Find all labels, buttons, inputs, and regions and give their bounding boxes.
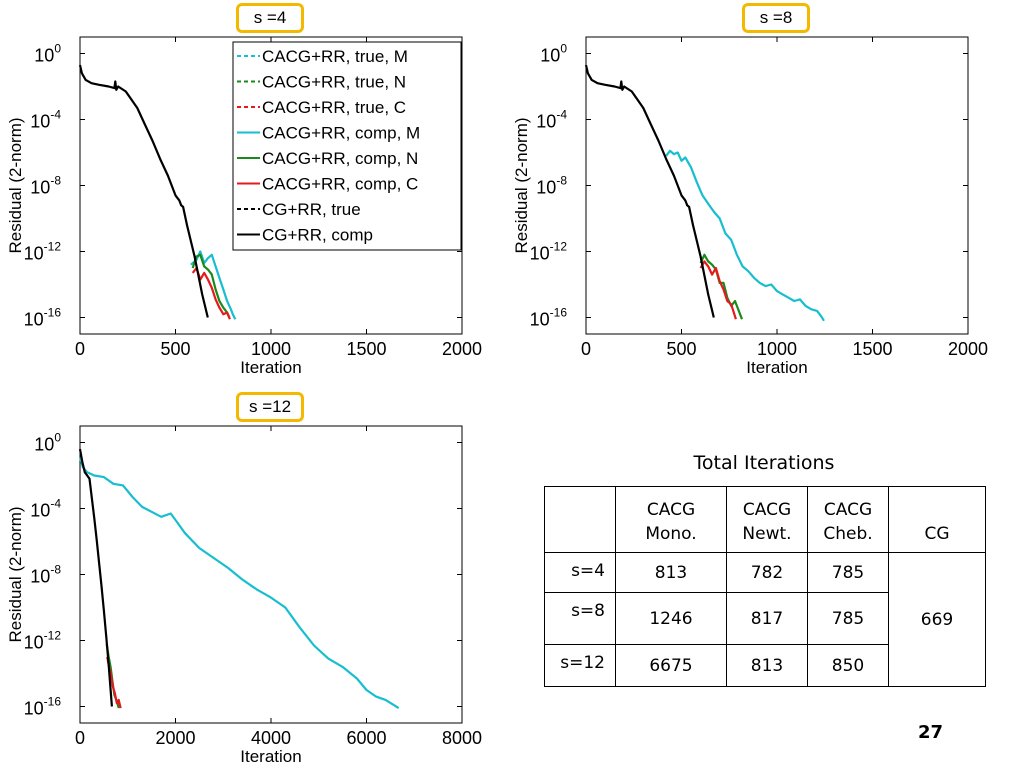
y-tick-label: 10-4 (30, 108, 61, 132)
x-tick-label: 2000 (442, 339, 482, 359)
legend-entry: CG+RR, comp (262, 226, 373, 245)
legend-entry: CG+RR, true (262, 200, 361, 219)
x-tick-label: 1500 (346, 339, 386, 359)
table-row: s=12 6675 813 850 (544, 644, 986, 687)
legend-entry: CACG+RR, true, M (262, 47, 408, 66)
table-row: s=8 1246 817 785 (544, 592, 986, 645)
cell-value: 813 (615, 552, 727, 593)
x-tick-label: 6000 (346, 728, 386, 748)
legend-entry: CACG+RR, true, N (262, 73, 406, 92)
y-tick-label: 10-4 (30, 497, 61, 521)
y-tick-label: 10-16 (24, 306, 62, 330)
table-title: Total Iterations (693, 452, 835, 474)
x-axis-label: Iteration (240, 358, 301, 377)
header-cg: CG (888, 486, 986, 553)
cell-value: 813 (726, 644, 808, 687)
y-tick-label: 10-12 (24, 240, 62, 264)
cell-value: 850 (807, 644, 889, 687)
cell-value: 6675 (615, 644, 727, 687)
y-tick-label: 100 (34, 431, 61, 455)
y-tick-label: 10-12 (24, 629, 62, 653)
chart-0: 0 500 1000 1500 2000 Iteration 100 10-4 10-8 10-1… (6, 36, 482, 377)
plot-area (585, 36, 969, 335)
chart-1: 0 500 1000 1500 2000 Iteration 100 10-4 10-8 10-1… (512, 36, 988, 377)
y-axis-label: Residual (2-norm) (6, 506, 25, 642)
x-tick-label: 500 (666, 339, 696, 359)
cell-value: 817 (726, 592, 808, 645)
y-tick-label: 10-4 (536, 108, 567, 132)
table-header-row: CACG Mono. CACG Newt. CACG Cheb. CG (544, 486, 986, 553)
row-label: s=8 (544, 592, 616, 645)
x-tick-label: 4000 (251, 728, 291, 748)
chart-badge-s12: s =12 (236, 392, 304, 422)
series-line (78, 456, 400, 710)
x-tick-label: 1500 (852, 339, 892, 359)
total-iterations-table: CACG Mono. CACG Newt. CACG Cheb. CG s=4 813… (544, 486, 986, 687)
series-line (78, 64, 209, 318)
chart-badge-s4: s =4 (236, 3, 304, 33)
x-tick-label: 500 (160, 339, 190, 359)
legend-entry: CACG+RR, comp, C (262, 175, 418, 194)
x-tick-label: 2000 (155, 728, 195, 748)
table-corner-cell (544, 486, 616, 553)
legend-entry: CACG+RR, comp, M (262, 124, 420, 143)
header-cacg-newt: CACG Newt. (726, 486, 808, 553)
x-tick-label: 2000 (948, 339, 988, 359)
y-tick-label: 10-12 (530, 240, 568, 264)
y-tick-label: 100 (540, 42, 567, 66)
table-row: s=4 813 782 785 669 (544, 552, 986, 687)
plot-area (79, 425, 463, 724)
x-tick-label: 0 (75, 728, 85, 748)
y-axis-label: Residual (2-norm) (6, 117, 25, 253)
x-axis-label: Iteration (746, 358, 807, 377)
cell-value: 1246 (615, 592, 727, 645)
y-tick-label: 10-8 (30, 563, 61, 587)
x-tick-label: 8000 (442, 728, 482, 748)
legend-entry: CACG+RR, true, C (262, 98, 406, 117)
series-line (191, 253, 231, 318)
y-axis-label: Residual (2-norm) (512, 117, 531, 253)
x-tick-label: 0 (581, 339, 591, 359)
cg-value-cell: 669 (888, 552, 986, 687)
x-axis-label: Iteration (240, 747, 301, 766)
row-label: s=4 (544, 552, 616, 593)
series-line (699, 260, 737, 320)
y-tick-label: 10-8 (30, 174, 61, 198)
x-tick-label: 0 (75, 339, 85, 359)
legend: CACG+RR, true, M CACG+RR, true, N CACG+RR,… (232, 41, 462, 251)
chart-badge-s8: s =8 (742, 3, 810, 33)
series-line (665, 149, 825, 322)
cell-value: 785 (807, 552, 889, 593)
chart-2: 0 2000 4000 6000 8000 Iteration 100 10-4 10-8 10-… (6, 425, 482, 766)
y-tick-label: 10-16 (24, 695, 62, 719)
x-tick-label: 1000 (251, 339, 291, 359)
y-tick-label: 10-8 (536, 174, 567, 198)
x-tick-label: 1000 (757, 339, 797, 359)
legend-box (232, 41, 462, 251)
header-cacg-cheb: CACG Cheb. (807, 486, 889, 553)
cell-value: 782 (726, 552, 808, 593)
y-tick-label: 100 (34, 42, 61, 66)
page-number: 27 (918, 722, 944, 743)
series-line (584, 64, 715, 318)
row-label: s=12 (544, 644, 616, 687)
header-cacg-mono: CACG Mono. (615, 486, 727, 553)
y-tick-label: 10-16 (530, 306, 568, 330)
series-line (78, 448, 113, 707)
legend-entry: CACG+RR, comp, N (262, 149, 418, 168)
series-line (190, 250, 237, 320)
cell-value: 785 (807, 592, 889, 645)
